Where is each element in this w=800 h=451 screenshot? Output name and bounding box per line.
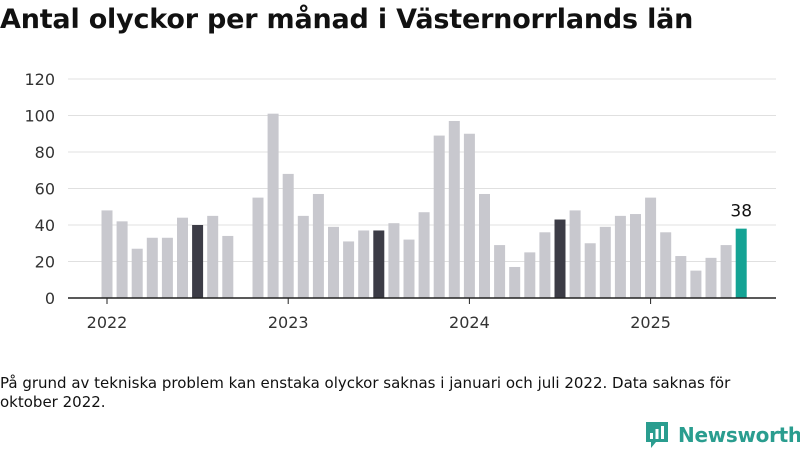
bar [539, 232, 551, 298]
bar [509, 266, 521, 298]
bar [297, 215, 309, 298]
bar [418, 212, 430, 298]
bar [660, 232, 672, 298]
bar [116, 221, 128, 298]
chart-title: Antal olyckor per månad i Västernorrland… [0, 4, 694, 35]
bar [282, 173, 294, 298]
bar [675, 256, 687, 298]
bar [705, 257, 717, 298]
bar [267, 113, 279, 298]
y-tick-label: 40 [35, 216, 55, 235]
bar [433, 135, 445, 298]
bar [645, 197, 657, 298]
newsworthy-logo-icon [646, 422, 668, 448]
footnote: På grund av tekniska problem kan enstaka… [0, 374, 731, 411]
bar [554, 219, 566, 298]
y-tick-label: 100 [24, 107, 55, 126]
bar [448, 120, 460, 298]
x-tick-label: 2024 [449, 313, 490, 332]
bar [252, 197, 264, 298]
bar [207, 215, 219, 298]
newsworthy-logo[interactable]: Newsworthy [644, 419, 800, 451]
data-labels: 38 [730, 202, 752, 222]
x-tick-label: 2023 [268, 313, 309, 332]
bar [630, 214, 641, 298]
bar [146, 237, 158, 298]
y-tick-label: 80 [35, 143, 55, 162]
bar-chart: 0 20 40 60 80 100 120 2022 2023 2024 2025 38 [24, 70, 776, 332]
bars [101, 113, 747, 298]
y-tick-label: 60 [35, 180, 55, 199]
bar [312, 193, 324, 298]
bar [599, 226, 611, 298]
bar [358, 230, 370, 298]
x-axis: 2022 2023 2024 2025 [68, 297, 776, 332]
y-tick-label: 120 [24, 70, 55, 89]
bar [161, 237, 173, 298]
bar [131, 248, 143, 298]
brand-name: Newsworthy [678, 423, 800, 447]
bar [403, 239, 415, 298]
bar [192, 225, 204, 298]
bar [614, 215, 626, 298]
bar [479, 193, 490, 298]
x-tick-label: 2025 [630, 313, 671, 332]
bar [328, 226, 339, 298]
bar [690, 270, 702, 298]
y-tick-label: 20 [35, 253, 55, 272]
bar [101, 210, 113, 298]
bar [584, 243, 596, 298]
bar [373, 230, 385, 298]
bar [388, 223, 400, 298]
x-tick-label: 2022 [87, 313, 128, 332]
bar [343, 241, 355, 298]
bar [524, 252, 536, 298]
bar [463, 133, 475, 298]
y-tick-label: 0 [45, 289, 55, 308]
bar [177, 217, 188, 298]
y-axis: 0 20 40 60 80 100 120 [24, 70, 55, 308]
bar [735, 228, 747, 298]
bar [222, 235, 234, 298]
bar [720, 245, 732, 298]
latest-value-label: 38 [730, 202, 752, 222]
bar [569, 210, 581, 298]
bar [494, 245, 506, 298]
